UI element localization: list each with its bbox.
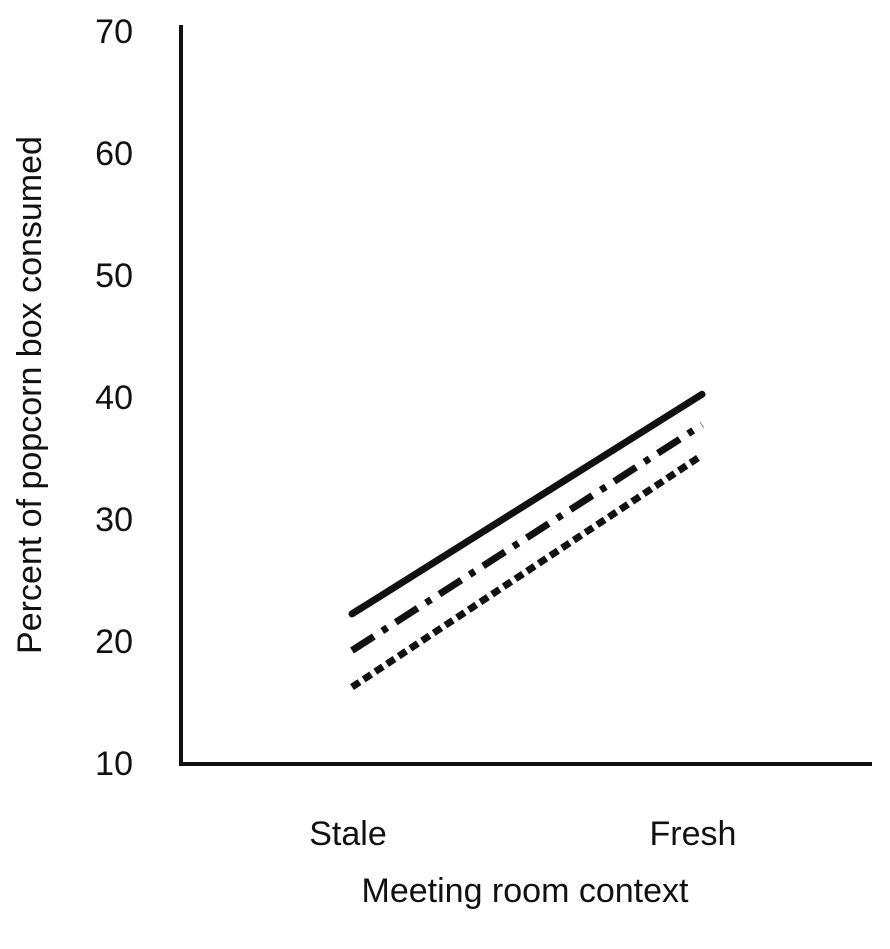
series-line-dotted xyxy=(350,452,704,691)
series-layer xyxy=(348,390,706,691)
y-tick-label: 50 xyxy=(95,257,133,295)
y-tick-label: 20 xyxy=(95,623,133,661)
y-tick-label: 40 xyxy=(95,379,133,417)
y-tick-label: 10 xyxy=(95,745,133,783)
x-axis-title: Meeting room context xyxy=(362,872,689,910)
y-tick-label: 30 xyxy=(95,501,133,539)
x-tick-label: Fresh xyxy=(650,815,737,853)
x-axis-ticks: Stale Fresh xyxy=(309,815,736,853)
series-line-solid xyxy=(348,390,706,618)
y-tick-label: 60 xyxy=(95,135,133,173)
series-line-dash-dot xyxy=(350,421,704,654)
x-tick-label: Stale xyxy=(309,815,387,853)
y-tick-label: 70 xyxy=(95,13,133,51)
y-axis-title: Percent of popcorn box consumed xyxy=(11,136,49,654)
y-axis-ticks: 10 20 30 40 50 60 70 xyxy=(95,13,133,783)
